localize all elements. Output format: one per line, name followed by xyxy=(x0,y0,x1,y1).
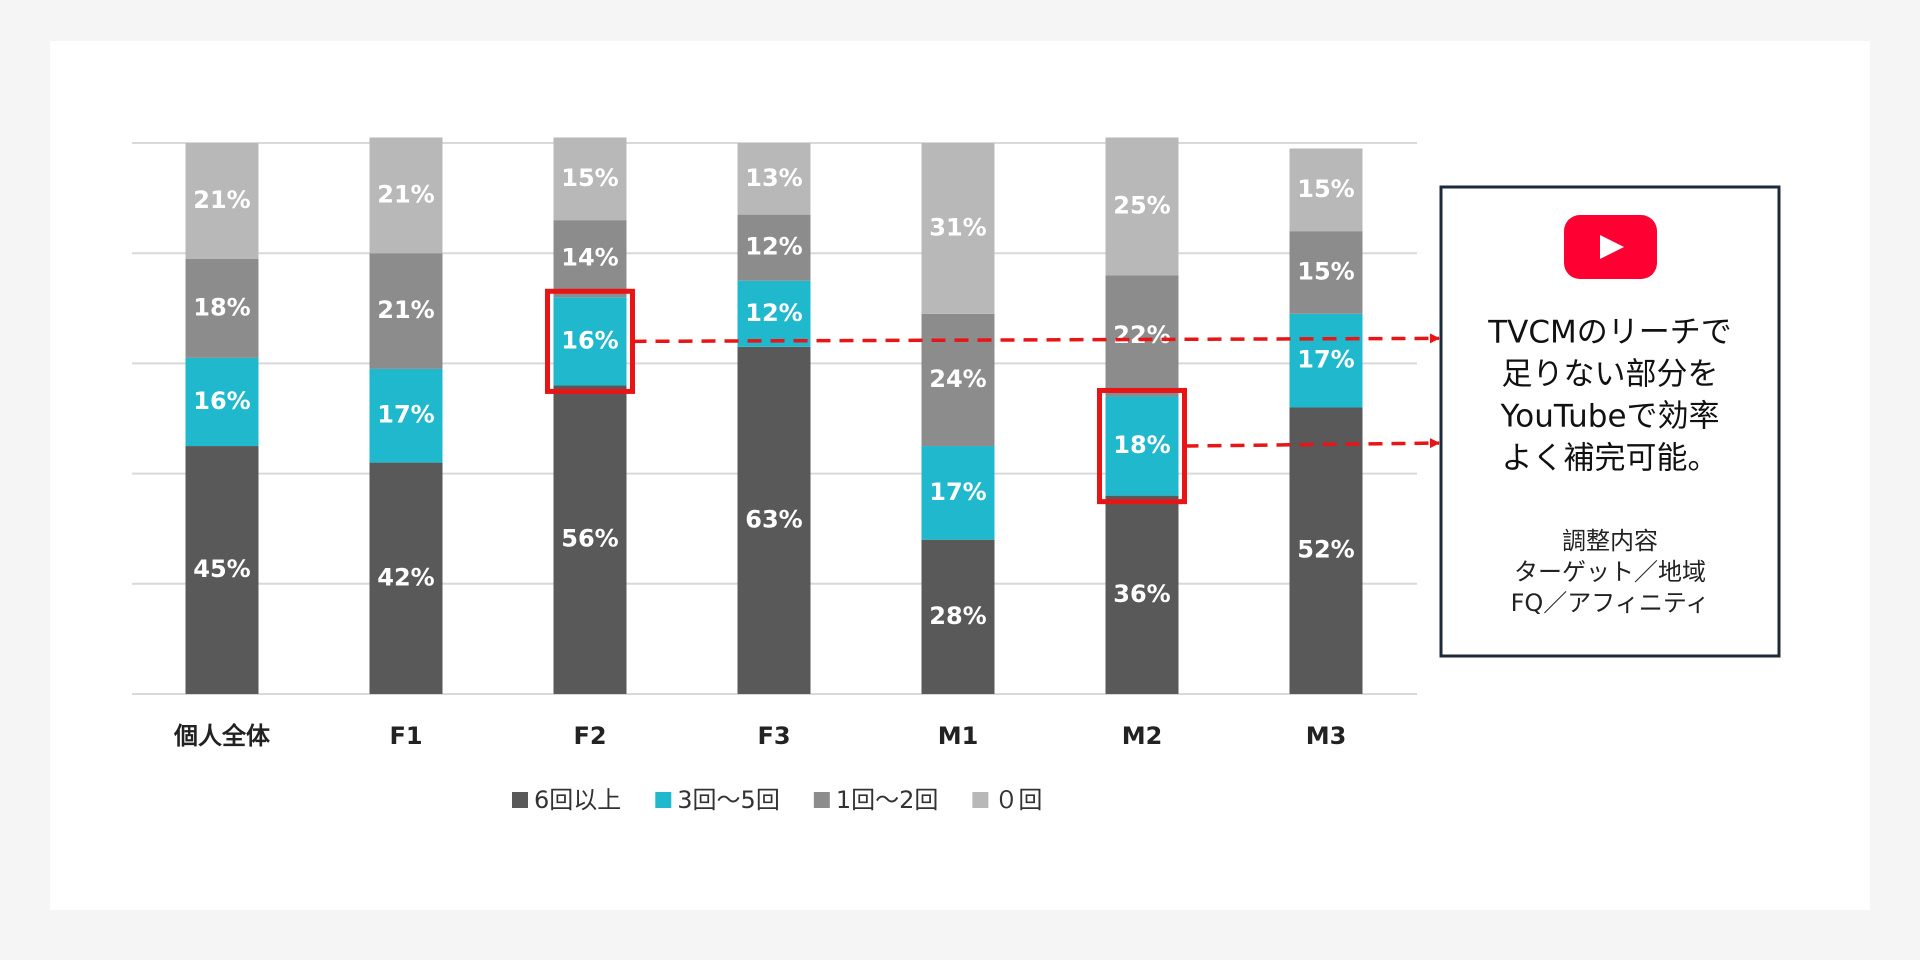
bar-segment xyxy=(1105,495,1179,694)
callout-detail: FQ／アフィニティ xyxy=(1511,589,1710,617)
bar-segment xyxy=(1289,231,1363,314)
x-tick-label: 個人全体 xyxy=(173,722,271,750)
bar-segment xyxy=(737,214,811,281)
value-label: 12% xyxy=(745,233,802,261)
value-label: 16% xyxy=(193,387,250,415)
legend-label: 1回〜2回 xyxy=(836,786,939,814)
callout-text: よく補完可能。 xyxy=(1502,441,1719,477)
value-label: 42% xyxy=(377,563,434,591)
bar-segment xyxy=(553,297,627,386)
value-label: 16% xyxy=(561,326,618,354)
bar-segment xyxy=(185,258,259,358)
x-tick-label: F3 xyxy=(757,722,790,750)
bar-segment xyxy=(369,368,443,463)
x-tick-label: F2 xyxy=(573,722,606,750)
value-label: 28% xyxy=(929,602,986,630)
bar-segment xyxy=(1105,396,1179,496)
value-label: 45% xyxy=(193,555,250,583)
callout-text: YouTubeで効率 xyxy=(1499,399,1719,435)
bar-segment xyxy=(921,539,995,694)
value-label: 17% xyxy=(929,478,986,506)
legend-swatch xyxy=(655,792,672,808)
bar-segment xyxy=(1289,313,1363,408)
value-label: 31% xyxy=(929,213,986,241)
callout-arrow xyxy=(1184,438,1440,449)
bar-segment xyxy=(921,313,995,447)
callout-arrow xyxy=(632,333,1440,344)
bar-segment xyxy=(369,137,443,254)
value-label: 21% xyxy=(377,296,434,324)
value-label: 36% xyxy=(1113,580,1170,608)
legend-label: ０回 xyxy=(994,786,1042,814)
bar-segment xyxy=(185,143,259,259)
legend-label: 3回〜5回 xyxy=(677,786,780,814)
bar-segment xyxy=(553,220,627,298)
value-label: 14% xyxy=(561,244,618,272)
value-label: 21% xyxy=(193,186,250,214)
legend-swatch xyxy=(813,792,830,808)
bar-segment xyxy=(1105,275,1179,397)
callout-detail: ターゲット／地域 xyxy=(1514,558,1706,586)
x-tick-label: M1 xyxy=(938,722,979,750)
value-label: 22% xyxy=(1113,321,1170,349)
bar-segment xyxy=(737,346,811,694)
bar-segment xyxy=(737,280,811,347)
value-label: 18% xyxy=(193,293,250,321)
bar-segment xyxy=(1289,148,1363,232)
value-label: 13% xyxy=(745,164,802,192)
legend-label: 6回以上 xyxy=(534,786,621,814)
bar-segment xyxy=(185,357,259,447)
x-tick-label: M3 xyxy=(1306,722,1347,750)
value-label: 52% xyxy=(1297,536,1354,564)
bar-segment xyxy=(369,253,443,369)
bar-segment xyxy=(921,446,995,540)
bar-segment xyxy=(185,446,259,694)
value-label: 12% xyxy=(745,299,802,327)
value-label: 21% xyxy=(377,180,434,208)
bar-segment xyxy=(1105,137,1179,276)
legend-swatch xyxy=(512,792,528,808)
x-tick-label: F1 xyxy=(389,722,422,750)
value-label: 56% xyxy=(561,525,618,553)
bar-segment xyxy=(553,385,627,694)
value-label: 17% xyxy=(1297,346,1354,374)
callout-text: TVCMのリーチで xyxy=(1487,315,1732,351)
value-label: 25% xyxy=(1113,191,1170,219)
bar-segment xyxy=(1289,407,1363,694)
value-label: 24% xyxy=(929,365,986,393)
value-label: 63% xyxy=(745,505,802,533)
callout-text: 足りない部分を xyxy=(1502,357,1719,393)
callout-subtitle: 調整内容 xyxy=(1562,527,1658,555)
bar-segment xyxy=(553,137,627,221)
value-label: 17% xyxy=(377,401,434,429)
value-label: 15% xyxy=(561,164,618,192)
legend-swatch xyxy=(972,792,989,808)
value-label: 18% xyxy=(1113,431,1170,459)
play-icon xyxy=(1600,235,1624,259)
value-label: 15% xyxy=(1297,175,1354,203)
bar-segment xyxy=(737,143,811,215)
value-label: 15% xyxy=(1297,257,1354,285)
bar-segment xyxy=(921,143,995,314)
x-tick-label: M2 xyxy=(1122,722,1163,750)
bar-segment xyxy=(369,462,443,694)
